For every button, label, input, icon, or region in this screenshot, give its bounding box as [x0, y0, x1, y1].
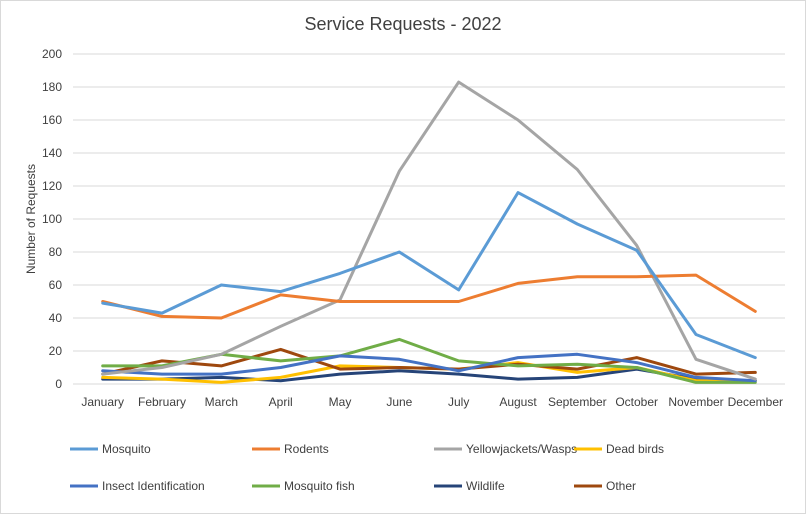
legend-label-insect-identification: Insect Identification — [102, 479, 205, 493]
x-tick-labels: January February March April May June July Augu… — [81, 395, 783, 409]
gridlines — [73, 53, 785, 385]
x-tick-label: May — [329, 395, 352, 409]
x-tick-label: November — [668, 395, 723, 409]
y-tick-labels: 0 20 40 60 80 100 120 140 160 180 200 — [42, 47, 62, 391]
x-tick-label: June — [386, 395, 412, 409]
y-axis-label: Number of Requests — [24, 164, 38, 274]
y-tick-label: 80 — [49, 245, 63, 259]
y-tick-label: 0 — [55, 377, 62, 391]
legend: Mosquito Rodents Yellowjackets/Wasps Dead b… — [70, 442, 664, 493]
series-line-yellowjackets-wasps — [101, 80, 757, 381]
y-tick-label: 20 — [49, 344, 63, 358]
chart-title: Service Requests - 2022 — [304, 14, 501, 34]
legend-label-wildlife: Wildlife — [466, 479, 505, 493]
y-tick-label: 160 — [42, 113, 62, 127]
series-line-mosquito — [101, 191, 757, 360]
series-lines — [101, 80, 757, 384]
y-tick-label: 40 — [49, 311, 63, 325]
legend-label-yellowjackets-wasps: Yellowjackets/Wasps — [466, 442, 577, 456]
x-tick-label: January — [81, 395, 124, 409]
y-tick-label: 120 — [42, 179, 62, 193]
legend-label-mosquito: Mosquito — [102, 442, 151, 456]
x-tick-label: April — [269, 395, 293, 409]
x-tick-label: August — [499, 395, 537, 409]
x-tick-label: December — [728, 395, 783, 409]
legend-label-rodents: Rodents — [284, 442, 329, 456]
y-tick-label: 180 — [42, 80, 62, 94]
series-line-insect-identification — [101, 352, 757, 383]
y-tick-label: 140 — [42, 146, 62, 160]
x-tick-label: July — [448, 395, 469, 409]
legend-label-mosquito-fish: Mosquito fish — [284, 479, 355, 493]
x-tick-label: March — [205, 395, 238, 409]
legend-label-other: Other — [606, 479, 636, 493]
x-tick-label: September — [548, 395, 607, 409]
series-line-rodents — [101, 273, 757, 320]
x-tick-label: October — [615, 395, 658, 409]
y-tick-label: 60 — [49, 278, 63, 292]
x-tick-label: February — [138, 395, 186, 409]
y-tick-label: 200 — [42, 47, 62, 61]
y-tick-label: 100 — [42, 212, 62, 226]
series-line-other — [101, 347, 757, 376]
legend-label-dead-birds: Dead birds — [606, 442, 664, 456]
series-line-mosquito-fish — [101, 337, 757, 384]
